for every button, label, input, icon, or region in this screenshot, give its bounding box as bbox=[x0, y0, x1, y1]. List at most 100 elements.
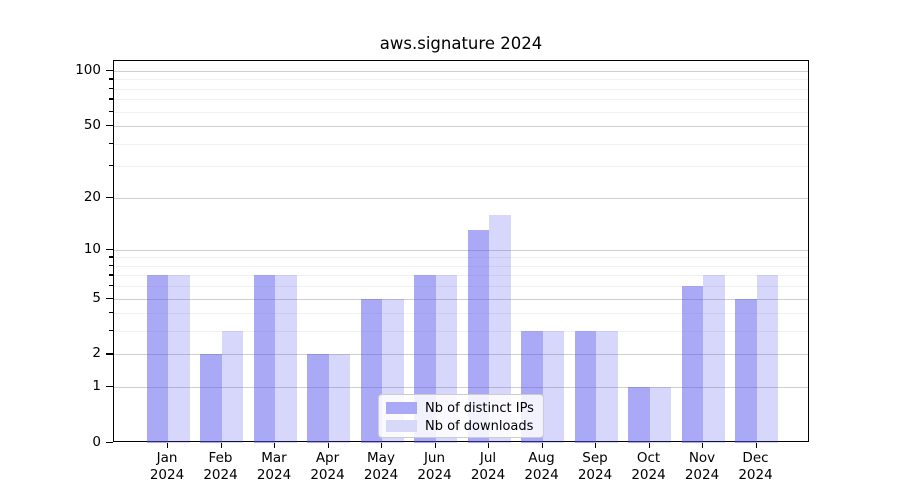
legend-label-distinct-ips: Nb of distinct IPs bbox=[425, 400, 534, 416]
y-tick-label-0: 0 bbox=[92, 434, 101, 450]
y-minor-tick-8 bbox=[109, 264, 113, 267]
bar-nb-of-downloads-mar bbox=[275, 275, 297, 443]
x-tick-mar bbox=[274, 443, 276, 448]
legend-label-downloads: Nb of downloads bbox=[425, 418, 534, 434]
y-tick-20 bbox=[106, 196, 113, 198]
legend-swatch-downloads bbox=[386, 420, 417, 432]
y-minor-tick-7 bbox=[109, 274, 113, 276]
y-tick-100 bbox=[106, 70, 113, 72]
x-tick-sep bbox=[595, 443, 597, 448]
minor-gridline-4 bbox=[114, 313, 808, 315]
major-gridline-50 bbox=[114, 126, 808, 128]
plot-area bbox=[113, 60, 809, 443]
minor-gridline-90 bbox=[114, 79, 808, 81]
y-tick-5 bbox=[106, 297, 113, 299]
x-tick-label-aug: Aug 2024 bbox=[524, 450, 559, 483]
x-tick-label-dec: Dec 2024 bbox=[738, 450, 773, 483]
y-minor-tick-60 bbox=[109, 110, 113, 112]
minor-gridline-3 bbox=[114, 331, 808, 333]
y-tick-label-5: 5 bbox=[92, 289, 101, 306]
bar-nb-of-distinct-ips-may bbox=[360, 298, 382, 443]
bar-nb-of-downloads-dec bbox=[756, 275, 778, 443]
major-gridline-100 bbox=[114, 71, 808, 72]
minor-gridline-80 bbox=[114, 88, 808, 90]
bar-nb-of-distinct-ips-jan bbox=[146, 275, 168, 443]
y-tick-label-2: 2 bbox=[92, 345, 101, 362]
y-tick-label-50: 50 bbox=[83, 117, 101, 134]
bar-nb-of-distinct-ips-apr bbox=[307, 354, 329, 443]
x-tick-label-oct: Oct 2024 bbox=[631, 450, 666, 483]
bar-nb-of-downloads-apr bbox=[328, 354, 350, 443]
bar-nb-of-distinct-ips-feb bbox=[200, 354, 222, 443]
y-minor-tick-90 bbox=[109, 78, 113, 80]
chart-title: aws.signature 2024 bbox=[379, 34, 543, 53]
y-tick-label-1: 1 bbox=[92, 378, 101, 395]
bar-nb-of-distinct-ips-jul bbox=[467, 230, 489, 443]
y-minor-tick-3 bbox=[109, 330, 113, 332]
minor-gridline-6 bbox=[114, 286, 808, 288]
minor-gridline-30 bbox=[114, 166, 808, 168]
x-tick-label-nov: Nov 2024 bbox=[684, 450, 720, 483]
legend-swatch-distinct-ips bbox=[386, 402, 417, 414]
x-tick-label-sep: Sep 2024 bbox=[577, 450, 613, 483]
x-tick-label-jan: Jan 2024 bbox=[149, 450, 185, 483]
x-tick-feb bbox=[220, 443, 222, 448]
bar-nb-of-downloads-feb bbox=[221, 331, 243, 443]
bar-nb-of-distinct-ips-oct bbox=[628, 387, 650, 443]
x-tick-jul bbox=[488, 443, 490, 448]
bar-nb-of-distinct-ips-dec bbox=[735, 298, 757, 443]
x-tick-oct bbox=[648, 443, 650, 448]
x-tick-may bbox=[381, 443, 383, 448]
major-gridline-10 bbox=[114, 249, 808, 251]
bar-nb-of-downloads-jan bbox=[168, 275, 190, 443]
minor-gridline-40 bbox=[114, 143, 808, 145]
y-minor-tick-80 bbox=[109, 87, 113, 89]
bar-nb-of-distinct-ips-mar bbox=[253, 275, 275, 443]
major-gridline-1 bbox=[114, 387, 808, 389]
minor-gridline-70 bbox=[114, 99, 808, 101]
major-gridline-2 bbox=[114, 354, 808, 356]
y-minor-tick-4 bbox=[109, 312, 113, 314]
bar-nb-of-downloads-aug bbox=[542, 331, 564, 443]
minor-gridline-9 bbox=[114, 257, 808, 259]
x-tick-label-feb: Feb 2024 bbox=[203, 450, 238, 483]
y-minor-tick-40 bbox=[109, 142, 113, 144]
y-tick-label-10: 10 bbox=[83, 240, 101, 257]
y-minor-tick-9 bbox=[109, 256, 113, 258]
bar-nb-of-distinct-ips-sep bbox=[574, 331, 596, 443]
x-tick-nov bbox=[702, 443, 704, 448]
y-minor-tick-70 bbox=[109, 98, 113, 100]
y-minor-tick-30 bbox=[109, 165, 113, 167]
y-tick-label-20: 20 bbox=[83, 188, 101, 205]
y-tick-10 bbox=[106, 248, 113, 250]
y-tick-50 bbox=[106, 125, 113, 127]
x-tick-jan bbox=[167, 443, 169, 448]
bar-nb-of-downloads-sep bbox=[596, 331, 618, 443]
y-tick-2 bbox=[106, 353, 113, 355]
x-tick-dec bbox=[755, 443, 757, 448]
bar-nb-of-distinct-ips-nov bbox=[681, 286, 703, 443]
x-tick-label-mar: Mar 2024 bbox=[256, 450, 292, 483]
y-minor-tick-6 bbox=[109, 285, 113, 287]
major-gridline-20 bbox=[114, 197, 808, 199]
bar-nb-of-downloads-oct bbox=[649, 387, 671, 443]
y-tick-0 bbox=[106, 442, 113, 444]
x-tick-aug bbox=[541, 443, 543, 448]
x-tick-jun bbox=[434, 443, 436, 448]
legend-item-distinct-ips: Nb of distinct IPs bbox=[386, 399, 535, 417]
x-tick-label-apr: Apr 2024 bbox=[310, 450, 345, 483]
major-gridline-5 bbox=[114, 298, 808, 300]
minor-gridline-7 bbox=[114, 275, 808, 277]
y-tick-label-100: 100 bbox=[75, 62, 101, 78]
legend: Nb of distinct IPs Nb of downloads bbox=[378, 394, 544, 438]
x-tick-apr bbox=[327, 443, 329, 448]
minor-gridline-60 bbox=[114, 111, 808, 113]
bar-nb-of-downloads-jul bbox=[489, 214, 511, 443]
bar-nb-of-downloads-nov bbox=[703, 275, 725, 443]
legend-item-downloads: Nb of downloads bbox=[386, 417, 535, 435]
minor-gridline-8 bbox=[114, 265, 808, 267]
x-tick-label-jul: Jul 2024 bbox=[470, 450, 506, 483]
x-tick-label-may: May 2024 bbox=[363, 450, 399, 483]
y-tick-1 bbox=[106, 386, 113, 388]
